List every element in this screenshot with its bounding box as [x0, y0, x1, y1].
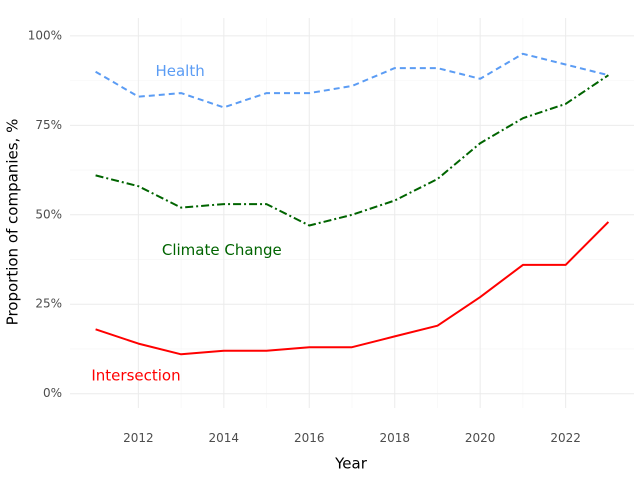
- label-intersection: Intersection: [91, 366, 180, 384]
- grid: [70, 18, 634, 408]
- y-tick-labels: 0% 25% 50% 75% 100%: [28, 28, 62, 400]
- series-annotations: Health Climate Change Intersection: [91, 62, 281, 384]
- label-climate-change: Climate Change: [162, 241, 282, 259]
- series-lines: [95, 52, 610, 356]
- y-tick-label: 50%: [35, 207, 62, 221]
- series-line-health: [95, 52, 609, 109]
- series-line-intersection: [95, 221, 610, 356]
- x-axis-title: Year: [334, 455, 368, 473]
- x-tick-label: 2018: [379, 431, 410, 445]
- label-health: Health: [155, 62, 204, 80]
- y-tick-label: 0%: [43, 386, 62, 400]
- x-tick-label: 2016: [294, 431, 325, 445]
- series-line-climate-change: [95, 74, 609, 227]
- x-tick-label: 2020: [465, 431, 496, 445]
- x-tick-label: 2012: [123, 431, 154, 445]
- y-tick-label: 100%: [28, 28, 62, 42]
- y-axis-title: Proportion of companies, %: [4, 119, 22, 326]
- x-tick-labels: 2012 2014 2016 2018 2020 2022: [123, 431, 581, 445]
- x-tick-label: 2014: [209, 431, 240, 445]
- x-tick-label: 2022: [550, 431, 581, 445]
- y-tick-label: 75%: [35, 118, 62, 132]
- y-tick-label: 25%: [35, 297, 62, 311]
